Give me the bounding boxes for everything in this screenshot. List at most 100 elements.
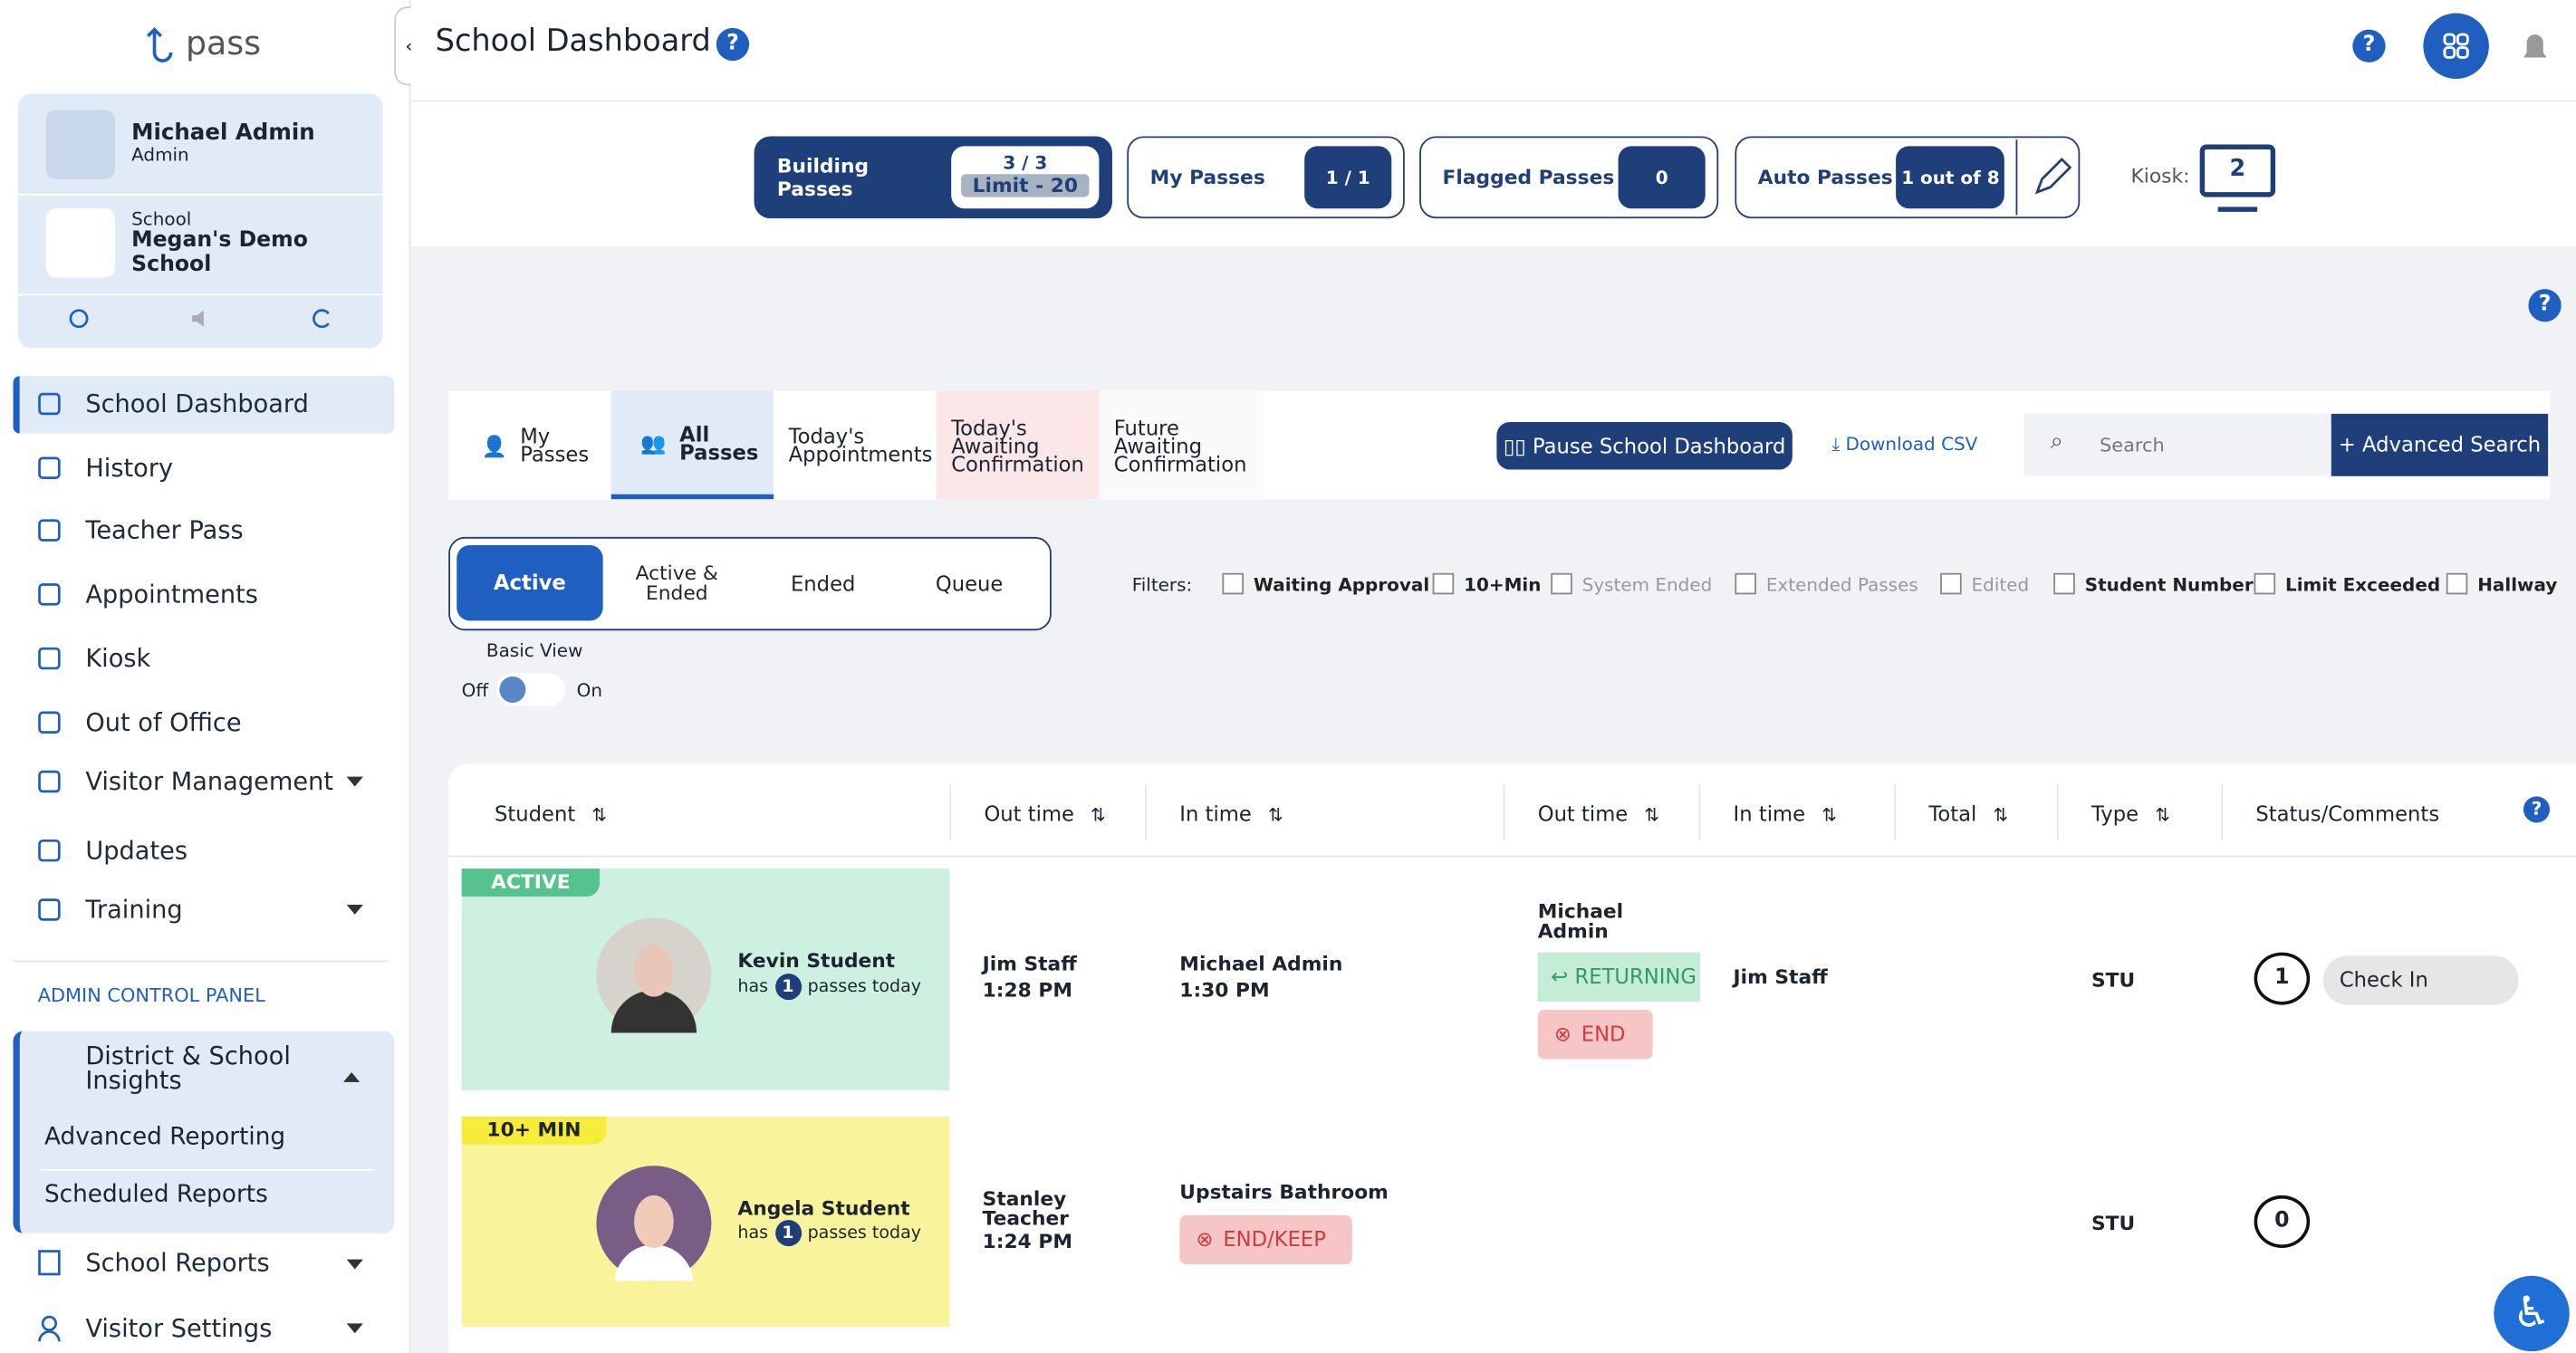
nav-label: Out of Office (85, 707, 242, 738)
nav-item[interactable]: History (14, 440, 389, 496)
nav-item[interactable]: Kiosk (14, 630, 389, 686)
filter-option[interactable]: System Ended (1551, 572, 1712, 596)
advanced-search-button[interactable]: + Advanced Search (2331, 413, 2549, 476)
school-icon (45, 208, 115, 278)
nav-item[interactable]: Training (14, 882, 389, 938)
view-option[interactable]: Active (457, 544, 603, 621)
filter-option[interactable]: Extended Passes (1735, 572, 1918, 596)
bell-icon[interactable] (2519, 28, 2552, 68)
filter-option[interactable]: Edited (1940, 572, 2029, 596)
out-by: Jim Staff (982, 952, 1077, 975)
download-link[interactable]: ⤓ Download CSV (1831, 433, 1978, 456)
nav-label: Teacher Pass (85, 515, 244, 545)
user-role: Admin (131, 144, 189, 167)
nav-label: Training (85, 895, 183, 925)
column-header[interactable]: Type ⇅ (2091, 801, 2170, 826)
status-badge: 10+ MIN (461, 1116, 607, 1145)
nav-item[interactable]: Visitor Settings (14, 1300, 389, 1353)
toggle-off: Off (461, 679, 489, 702)
pause-button[interactable]: ▯▯ Pause School Dashboard (1496, 421, 1793, 470)
view-option[interactable]: Queue (935, 571, 1004, 597)
passes-today: has 1 passes today (737, 974, 921, 1001)
check-in-button[interactable]: Check In (2322, 955, 2519, 1005)
nav-item[interactable]: Updates (14, 822, 389, 878)
pass-type: STU (2091, 968, 2136, 993)
filter-option[interactable]: Hallway (2446, 572, 2557, 596)
dropdown-arrow[interactable] (346, 776, 363, 795)
column-header[interactable]: Out time ⇅ (984, 801, 1106, 826)
nav-item[interactable]: Out of Office (14, 695, 389, 751)
comments-count[interactable]: 1 (2254, 952, 2311, 1005)
settings-icon[interactable] (67, 307, 90, 330)
counter[interactable]: Flagged Passes 0 (1419, 136, 1719, 219)
filter-option[interactable]: Student Number (2053, 572, 2254, 596)
nav-label: Kiosk (85, 643, 151, 674)
help-icon[interactable]: ? (2528, 289, 2562, 322)
dropdown-arrow[interactable] (346, 905, 363, 923)
column-header[interactable]: Out time ⇅ (1537, 801, 1660, 826)
apps-button[interactable] (2423, 13, 2489, 80)
end-keep-button[interactable]: ⊗ END/KEEP (1179, 1214, 1352, 1265)
tab[interactable]: 👤 My Passes (448, 390, 611, 500)
returning-button[interactable]: ↩ RETURNING (1537, 952, 1701, 1002)
student-name: Kevin Student (737, 948, 896, 973)
column-divider (1894, 784, 1897, 841)
column-header[interactable]: In time ⇅ (1733, 801, 1837, 826)
toggle-on: On (576, 679, 603, 702)
view-option[interactable]: Active & Ended (635, 561, 718, 605)
column-divider (1145, 784, 1148, 841)
search-input[interactable]: ⌕ Search (2023, 413, 2331, 476)
end-button[interactable]: ⊗ END (1537, 1010, 1653, 1060)
tab[interactable]: Future Awaiting Confirmation (1099, 390, 1264, 500)
nav-item[interactable]: School Dashboard (14, 376, 389, 432)
column-divider (2221, 784, 2224, 841)
nav-label: Updates (85, 835, 188, 866)
insights-item[interactable]: Advanced Reporting (43, 1124, 286, 1151)
pass-type: STU (2091, 1212, 2136, 1235)
insights-title[interactable]: District & School Insights (85, 1041, 291, 1096)
logo-icon (146, 27, 173, 62)
tab[interactable]: Today's Awaiting Confirmation (936, 390, 1100, 500)
column-header[interactable]: In time ⇅ (1179, 801, 1283, 826)
insights-group: District & School Insights Advanced Repo… (13, 1031, 395, 1233)
counter[interactable]: Building Passes 3 / 3 Limit - 20 (754, 136, 1112, 219)
kiosk-count[interactable]: 2 (2199, 144, 2276, 197)
nav-item[interactable]: Teacher Pass (14, 503, 389, 559)
toggle[interactable] (495, 673, 565, 706)
column-header[interactable]: Student ⇅ (494, 801, 608, 826)
filter-option[interactable]: Limit Exceeded (2254, 572, 2440, 596)
tab[interactable]: Today's Appointments (774, 390, 937, 500)
out-time: 1:28 PM (982, 978, 1072, 1002)
help-icon[interactable]: ? (716, 27, 750, 62)
in2-by: Jim Staff (1733, 965, 1828, 989)
counter[interactable]: My Passes 1 / 1 (1127, 136, 1405, 219)
in-by: Michael Admin (1179, 952, 1343, 975)
user-name: Michael Admin (131, 120, 315, 147)
in-time: 1:30 PM (1179, 978, 1270, 1002)
counter[interactable]: Auto Passes 1 out of 8 (1735, 136, 2081, 219)
nav-label: Appointments (85, 580, 258, 609)
column-header[interactable]: Total ⇅ (1928, 801, 2009, 826)
sound-icon[interactable] (189, 307, 216, 330)
column-divider (1503, 784, 1505, 841)
school-label: School (131, 208, 192, 230)
filter-option[interactable]: 10+Min (1432, 572, 1541, 596)
comments-count[interactable]: 0 (2254, 1195, 2311, 1248)
view-option[interactable]: Ended (790, 571, 856, 597)
nav-label: Visitor Management (85, 766, 334, 797)
help-icon[interactable]: ? (2352, 29, 2386, 62)
accessibility-button[interactable]: ♿ (2494, 1275, 2570, 1352)
tab[interactable]: 👥 All Passes (610, 390, 774, 500)
nav-label: History (85, 453, 174, 484)
logout-icon[interactable] (311, 307, 333, 330)
filter-option[interactable]: Waiting Approval (1222, 572, 1429, 596)
nav-item[interactable]: School Reports (14, 1234, 389, 1291)
help-icon[interactable]: ? (2523, 796, 2551, 823)
column-header[interactable]: Status/Comments (2255, 801, 2440, 826)
insights-item[interactable]: Scheduled Reports (43, 1182, 268, 1209)
nav-item[interactable]: Appointments (14, 567, 389, 623)
avatar (45, 110, 115, 179)
nav-item[interactable]: Visitor Management (14, 753, 389, 810)
